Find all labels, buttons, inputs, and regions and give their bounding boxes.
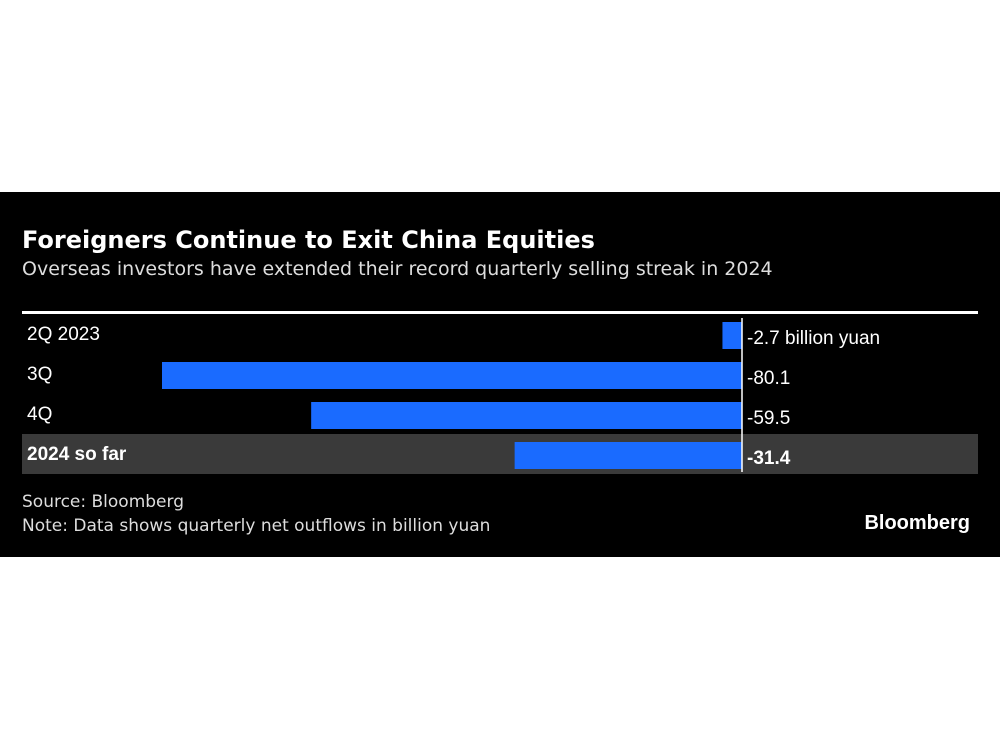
bar [514,442,742,469]
bloomberg-logo: Bloomberg [864,512,970,534]
chart-panel: Foreigners Continue to Exit China Equiti… [0,192,1000,557]
data-label: -2.7 billion yuan [747,328,880,349]
data-label: -31.4 [747,448,791,469]
category-label: 2Q 2023 [27,324,100,345]
bar [311,402,742,429]
bar [162,362,742,389]
bar-chart: 2Q 2023 -2.7 billion yuan 3Q -80.1 4Q -59.5 20… [22,318,978,474]
bar [722,322,742,349]
category-label: 3Q [27,364,52,385]
category-label: 4Q [27,404,52,425]
chart-title: Foreigners Continue to Exit China Equiti… [22,226,595,254]
data-label: -80.1 [747,368,790,389]
source-note: Source: Bloomberg [22,492,184,512]
chart-subtitle: Overseas investors have extended their r… [22,258,773,280]
data-label: -59.5 [747,408,790,429]
category-label: 2024 so far [27,444,127,465]
header-rule [22,311,978,314]
highlight-row [22,434,978,474]
data-note: Note: Data shows quarterly net outflows … [22,516,491,536]
